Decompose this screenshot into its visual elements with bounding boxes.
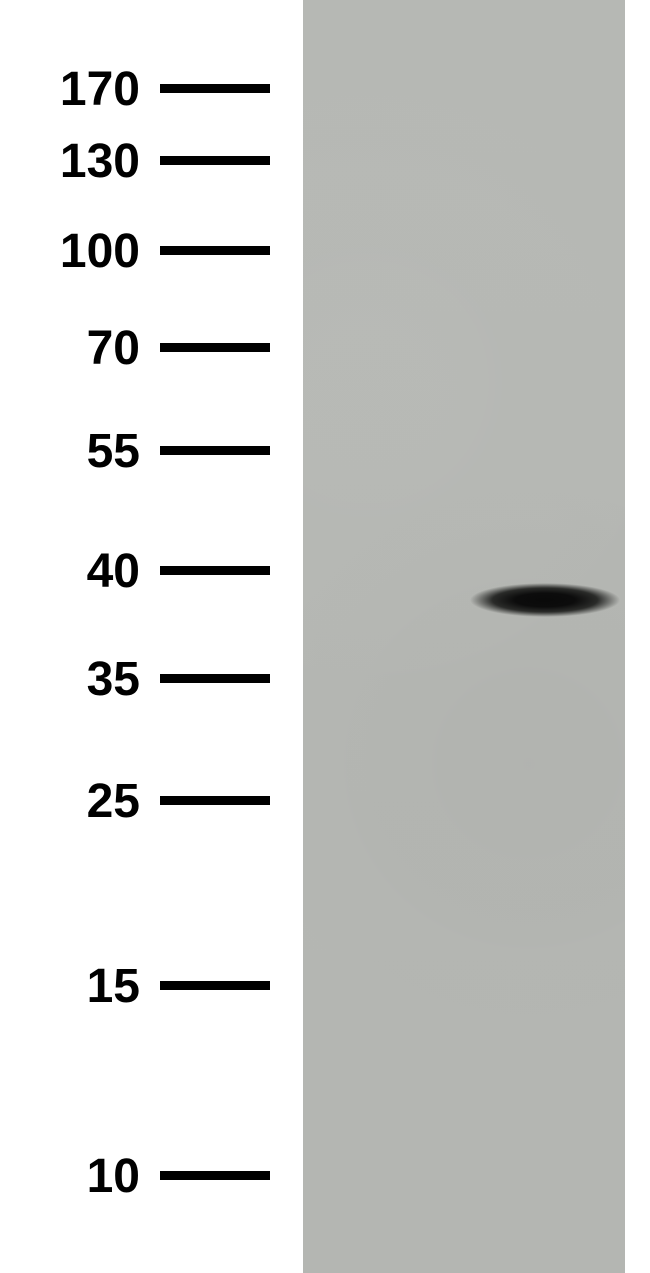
ladder-tick-25 bbox=[160, 796, 270, 805]
western-blot-figure: 170 130 100 70 55 40 35 25 15 10 bbox=[0, 0, 650, 1273]
ladder-label-25: 25 bbox=[0, 774, 140, 829]
lane-1-control bbox=[303, 0, 464, 1273]
band-38kDa bbox=[470, 583, 620, 617]
ladder-label-55: 55 bbox=[0, 424, 140, 479]
ladder-label-70: 70 bbox=[0, 321, 140, 376]
lane-2-sample bbox=[464, 0, 625, 1273]
ladder-tick-55 bbox=[160, 446, 270, 455]
blot-membrane bbox=[303, 0, 625, 1273]
ladder-tick-130 bbox=[160, 156, 270, 165]
ladder-label-35: 35 bbox=[0, 652, 140, 707]
ladder-tick-15 bbox=[160, 981, 270, 990]
ladder-tick-35 bbox=[160, 674, 270, 683]
ladder-tick-40 bbox=[160, 566, 270, 575]
ladder-label-130: 130 bbox=[0, 134, 140, 189]
ladder-tick-70 bbox=[160, 343, 270, 352]
ladder-label-40: 40 bbox=[0, 544, 140, 599]
ladder-label-170: 170 bbox=[0, 62, 140, 117]
ladder-label-10: 10 bbox=[0, 1149, 140, 1204]
ladder-label-100: 100 bbox=[0, 224, 140, 279]
ladder-tick-170 bbox=[160, 84, 270, 93]
ladder-tick-10 bbox=[160, 1171, 270, 1180]
ladder-tick-100 bbox=[160, 246, 270, 255]
ladder-label-15: 15 bbox=[0, 959, 140, 1014]
